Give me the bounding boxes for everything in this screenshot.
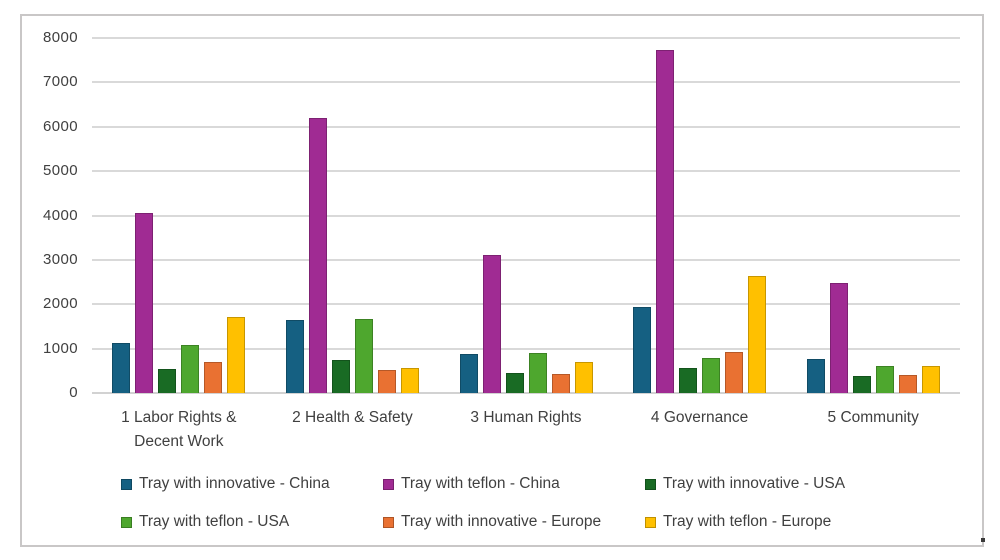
bar-tray-with-teflon-europe	[921, 365, 940, 393]
bar-tray-with-teflon-china	[135, 212, 154, 393]
chart-frame: 0 1000 2000 3000 4000 5000 6000 7000 8000 1 Labor…	[20, 14, 985, 547]
legend-item: Tray with teflon - USA	[121, 513, 383, 531]
x-axis-category-label: 4 Governance	[650, 409, 749, 426]
legend-swatch-icon	[645, 478, 656, 490]
legend-label: Tray with teflon - China	[401, 475, 560, 492]
y-axis-tick-label: 1000	[43, 339, 78, 357]
gridline	[92, 303, 960, 306]
bar-tray-with-teflon-europe	[400, 367, 419, 393]
bar-tray-with-teflon-usa	[875, 366, 894, 393]
x-axis-category-label: 2 Health & Safety	[292, 409, 413, 426]
legend-label: Tray with teflon - Europe	[663, 513, 832, 530]
legend-label: Tray with innovative - Europe	[401, 513, 602, 530]
legend-item: Tray with teflon - Europe	[645, 513, 925, 531]
legend-item: Tray with innovative - USA	[645, 475, 925, 493]
legend-label: Tray with innovative - USA	[663, 475, 846, 492]
bar-tray-with-teflon-europe	[227, 317, 246, 393]
y-axis-tick-label: 6000	[43, 117, 78, 135]
legend-swatch-icon	[121, 516, 132, 528]
y-axis-tick-label: 2000	[43, 295, 78, 313]
bar-tray-with-innovative-china	[806, 358, 825, 393]
bar-tray-with-innovative-usa	[158, 369, 177, 393]
legend-label: Tray with teflon - USA	[139, 513, 290, 530]
x-axis-category-label: 5 Community	[827, 409, 919, 426]
bar-tray-with-innovative-usa	[852, 375, 871, 393]
gridline	[92, 347, 960, 350]
bar-tray-with-teflon-china	[482, 255, 501, 393]
y-axis-tick-label: 3000	[43, 250, 78, 268]
bar-tray-with-innovative-europe	[377, 369, 396, 393]
bar-tray-with-innovative-china	[285, 320, 304, 393]
bar-tray-with-innovative-europe	[725, 352, 744, 393]
x-axis-category-label: 3 Human Rights	[470, 409, 582, 426]
legend-swatch-icon	[383, 478, 394, 490]
bar-tray-with-teflon-usa	[181, 345, 200, 393]
gridline	[92, 37, 960, 39]
bar-tray-with-innovative-usa	[331, 360, 350, 393]
legend-swatch-icon	[121, 478, 132, 490]
bar-tray-with-innovative-usa	[679, 367, 698, 393]
y-axis-tick-label: 8000	[43, 29, 78, 46]
bar-tray-with-innovative-usa	[505, 372, 524, 393]
bar-tray-with-teflon-china	[656, 49, 675, 393]
legend-label: Tray with innovative - China	[139, 475, 330, 492]
bar-tray-with-teflon-europe	[574, 361, 593, 393]
bar-tray-with-teflon-china	[308, 117, 327, 393]
legend-item: Tray with innovative - China	[121, 475, 383, 493]
bar-tray-with-innovative-china	[633, 307, 652, 393]
x-axis-category-label: 1 Labor Rights & Decent Work	[121, 409, 237, 451]
chart-legend: Tray with innovative - China Tray with te…	[121, 475, 925, 531]
legend-swatch-icon	[383, 516, 394, 528]
y-axis-tick-label: 4000	[43, 206, 78, 224]
y-axis-tick-label: 0	[69, 384, 78, 401]
x-axis-line	[92, 392, 960, 394]
bar-tray-with-innovative-china	[459, 353, 478, 393]
resize-handle-dot	[981, 538, 985, 542]
bar-tray-with-teflon-china	[829, 283, 848, 393]
gridline	[92, 81, 960, 84]
bar-tray-with-innovative-china	[112, 342, 131, 393]
plot-area: 0 1000 2000 3000 4000 5000 6000 7000 8000 1 Labor…	[43, 29, 960, 450]
gridline	[92, 170, 960, 173]
legend-swatch-icon	[645, 516, 656, 528]
y-axis-tick-label: 7000	[43, 73, 78, 91]
bar-tray-with-teflon-europe	[748, 275, 767, 393]
legend-item: Tray with teflon - China	[383, 475, 645, 493]
bar-tray-with-teflon-usa	[354, 319, 373, 393]
bar-tray-with-innovative-europe	[898, 375, 917, 393]
bar-tray-with-innovative-europe	[204, 362, 223, 393]
gridline	[92, 258, 960, 261]
y-axis-tick-label: 5000	[43, 162, 78, 180]
gridline	[92, 214, 960, 217]
legend-item: Tray with innovative - Europe	[383, 513, 645, 531]
bar-tray-with-teflon-usa	[702, 357, 721, 393]
bar-tray-with-innovative-europe	[551, 374, 570, 393]
gridline	[92, 125, 960, 128]
bar-tray-with-teflon-usa	[528, 353, 547, 393]
